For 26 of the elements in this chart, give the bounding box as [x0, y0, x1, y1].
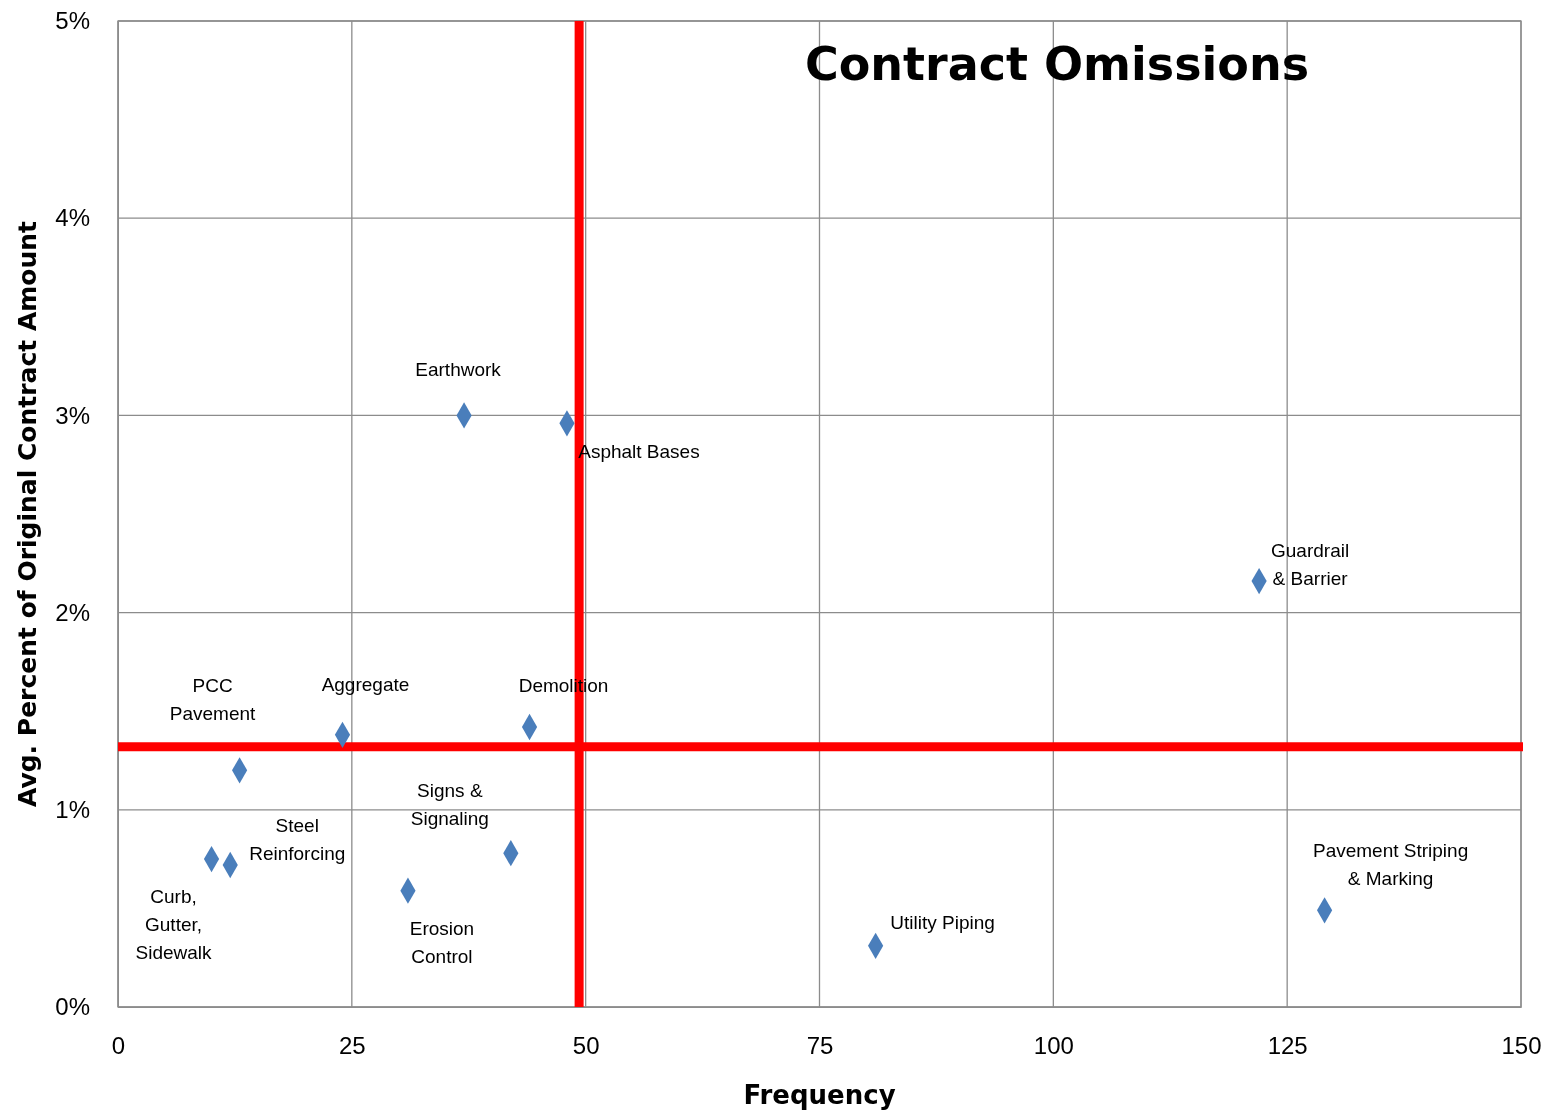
x-tick-label: 75 — [806, 1032, 834, 1060]
chart-title: Contract Omissions — [804, 37, 1310, 91]
annotation: Pavement Striping & Marking — [1312, 840, 1469, 890]
x-tick-label: 150 — [1501, 1032, 1542, 1060]
annotation: Steel Reinforcing — [249, 815, 346, 865]
y-tick-label: 2% — [55, 598, 90, 626]
annotation: Curb, Gutter, Sidewalk — [135, 886, 213, 964]
x-tick-label: 125 — [1267, 1032, 1308, 1060]
annotation: Aggregate — [321, 673, 410, 695]
y-tick-label: 5% — [55, 7, 90, 35]
annotation: Earthwork — [415, 359, 502, 381]
y-tick-label: 1% — [55, 795, 90, 823]
annotation: Utility Piping — [890, 911, 995, 933]
y-tick-label: 3% — [55, 401, 90, 429]
x-tick-label: 50 — [572, 1032, 600, 1060]
x-tick-label: 100 — [1033, 1032, 1074, 1060]
annotation: PCC Pavement — [169, 675, 257, 725]
annotation: Signs & Signaling — [410, 780, 489, 830]
x-axis-title: Frequency — [743, 1080, 896, 1110]
annotation: Guardrail & Barrier — [1271, 540, 1350, 590]
y-tick-label: 0% — [55, 993, 90, 1021]
y-axis-title: Avg. Percent of Original Contract Amount — [13, 220, 42, 808]
x-tick-label: 0 — [111, 1032, 126, 1060]
annotation: Erosion Control — [409, 917, 475, 967]
x-tick-label: 25 — [338, 1032, 366, 1060]
y-tick-label: 4% — [55, 204, 90, 232]
